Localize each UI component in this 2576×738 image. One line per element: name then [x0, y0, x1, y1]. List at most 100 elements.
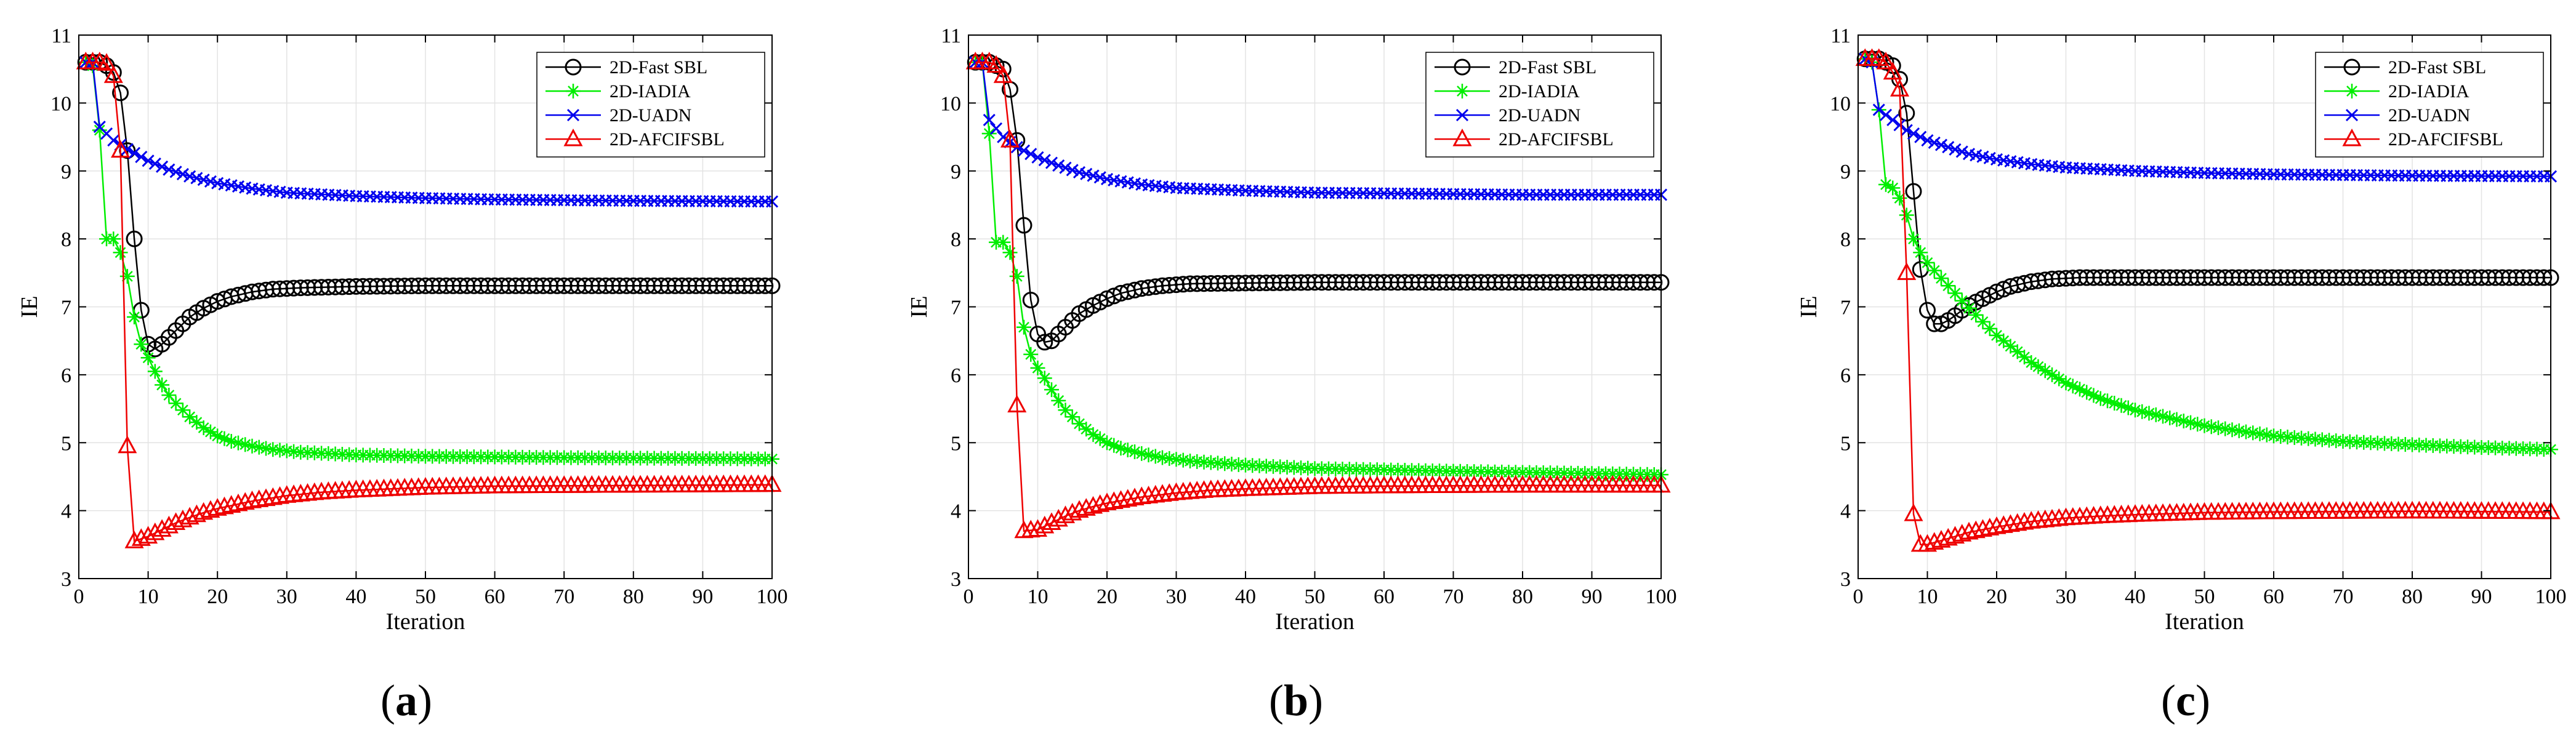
data-point [997, 130, 1010, 143]
legend: 2D-Fast SBL 2D-IADIA 2D-UADN 2D-AFCIFSBL [536, 52, 765, 158]
series-line [975, 61, 1661, 343]
data-point [2008, 513, 2027, 531]
data-point [1030, 360, 1045, 375]
chart-panel-b: 0 10 20 30 40 50 60 70 80 90 100 3 4 5 6 7 8 9 10 11 Iterati… [906, 25, 1677, 725]
x-tick-label: 80 [1512, 585, 1533, 608]
data-point [176, 167, 189, 180]
data-point [2231, 423, 2247, 438]
data-point [1989, 327, 2004, 343]
x-tick-label: 50 [1305, 585, 1326, 608]
x-tick-label: 100 [1646, 585, 1677, 608]
data-point [152, 519, 172, 537]
data-point [2107, 396, 2122, 411]
legend-item: 2D-IADIA [2324, 81, 2469, 102]
data-point [1876, 52, 1896, 70]
data-point [1934, 138, 1948, 151]
data-point [1883, 62, 1902, 80]
y-tick-label: 6 [61, 364, 71, 387]
data-point [148, 157, 161, 170]
legend-marker [2345, 84, 2359, 98]
series-2d-uadn [969, 56, 1668, 201]
data-point [1120, 443, 1135, 458]
data-point [1028, 519, 1048, 537]
data-point [2155, 409, 2170, 424]
x-tick-label: 60 [2263, 585, 2284, 608]
data-point [1079, 422, 1094, 437]
data-point [1872, 103, 1885, 116]
legend-item: 2D-UADN [1435, 105, 1580, 126]
data-point [139, 526, 158, 544]
legend-item: 2D-AFCIFSBL [2324, 128, 2503, 150]
data-point [1955, 145, 1968, 158]
data-point [1092, 431, 1108, 446]
data-point [1959, 521, 1979, 540]
data-point [135, 150, 148, 163]
data-point [201, 500, 220, 518]
data-point [1949, 143, 1962, 156]
data-point [1907, 127, 1920, 140]
data-point [1000, 129, 1020, 148]
data-point [1945, 526, 1965, 544]
data-point [169, 166, 182, 178]
data-point [1968, 307, 1984, 323]
data-point [175, 403, 190, 418]
data-point [168, 396, 183, 411]
data-point [2128, 403, 2143, 418]
y-tick-label: 11 [1830, 25, 1851, 47]
data-point [1897, 262, 1917, 280]
legend-label: 2D-AFCIFSBL [2388, 129, 2503, 150]
data-point [1878, 177, 1893, 192]
data-point [2093, 391, 2108, 406]
data-point [2100, 393, 2115, 409]
data-point [1988, 283, 2005, 300]
data-point [249, 489, 269, 507]
y-tick-label: 7 [951, 297, 961, 319]
y-tick-label: 5 [1840, 432, 1851, 455]
data-point [1906, 231, 1921, 247]
data-point [1035, 515, 1055, 534]
data-point [2003, 339, 2018, 354]
data-point [124, 531, 144, 548]
series-2d-iadia [968, 55, 1668, 483]
data-point [222, 495, 241, 513]
data-point [196, 420, 211, 435]
data-point [1885, 180, 1901, 196]
legend-marker [566, 84, 581, 98]
data-point [2065, 379, 2080, 394]
data-point [1900, 124, 1913, 137]
x-tick-label: 10 [138, 585, 159, 608]
data-point [1934, 271, 1949, 286]
y-tick-label: 11 [51, 25, 71, 47]
panel-label: (a) [380, 676, 432, 725]
panel-label: (c) [2161, 676, 2210, 725]
data-point [194, 502, 214, 520]
data-point [1097, 492, 1117, 510]
data-point [1892, 190, 1907, 206]
data-point [92, 122, 107, 138]
data-point [2190, 417, 2205, 432]
legend-marker [2342, 128, 2362, 146]
series-line [1865, 58, 2551, 325]
data-point [1886, 113, 1899, 127]
series-2d-afcifsbl [76, 52, 782, 548]
data-point [2162, 410, 2178, 425]
data-point [1022, 291, 1039, 308]
y-tick-label: 7 [61, 297, 71, 319]
data-point [2072, 382, 2087, 397]
y-axis-title: IE [906, 296, 932, 318]
data-point [131, 528, 151, 546]
data-point [1913, 245, 1928, 260]
data-point [127, 310, 142, 325]
data-point [1148, 449, 1163, 464]
legend-marker [566, 108, 580, 122]
data-point [1031, 151, 1044, 164]
data-point [1055, 505, 1076, 523]
y-tick-label: 6 [1840, 364, 1851, 387]
data-point [1058, 403, 1073, 418]
data-point [1919, 302, 1936, 319]
series-line [86, 61, 772, 350]
data-point [1947, 286, 1963, 301]
data-point [2183, 415, 2198, 430]
x-tick-label: 10 [1028, 585, 1049, 608]
